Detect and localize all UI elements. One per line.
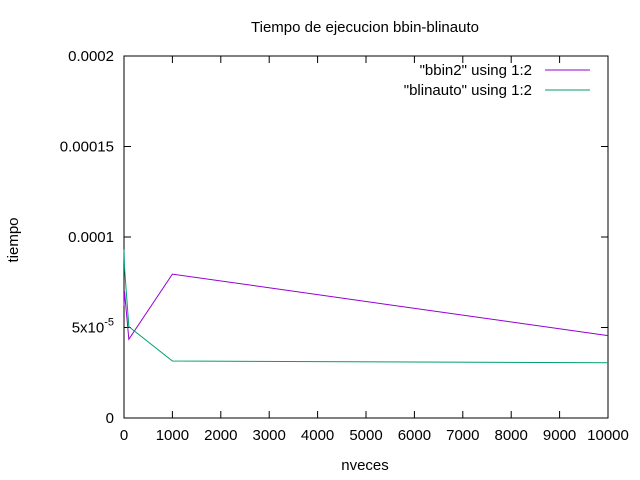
y-tick-label: 0.0002 <box>68 48 114 65</box>
x-tick-label: 2000 <box>204 427 237 444</box>
legend-label: "bbin2" using 1:2 <box>420 62 532 79</box>
x-tick-label: 8000 <box>495 427 528 444</box>
y-tick-label: 0.0001 <box>68 229 114 246</box>
axis-ticks: 0 1000 2000 3000 4000 5000 6000 7000 8000 9000 100… <box>60 48 629 444</box>
y-axis-label: tiempo <box>5 217 22 262</box>
x-tick-label: 0 <box>120 427 128 444</box>
plot-frame <box>123 55 609 419</box>
series-line-1 <box>123 249 609 364</box>
series-line-0 <box>123 273 609 341</box>
y-tick-label: 5x10-5 <box>72 317 114 337</box>
x-tick-label: 3000 <box>253 427 286 444</box>
x-tick-label: 5000 <box>349 427 382 444</box>
x-tick-label: 10000 <box>587 427 629 444</box>
y-tick-label: 0.00015 <box>60 139 114 156</box>
legend-label: "blinauto" using 1:2 <box>404 82 532 99</box>
y-tick-label: 0 <box>106 410 114 427</box>
x-tick-label: 1000 <box>156 427 189 444</box>
series-lines <box>123 249 609 364</box>
x-axis-label: nveces <box>341 457 389 474</box>
x-tick-label: 4000 <box>301 427 334 444</box>
y-tick-exponent: -5 <box>104 317 114 329</box>
legend: "bbin2" using 1:2 "blinauto" using 1:2 <box>404 62 590 99</box>
chart-title: Tiempo de ejecucion bbin-blinauto <box>251 19 479 36</box>
x-tick-label: 7000 <box>446 427 479 444</box>
x-tick-label: 9000 <box>543 427 576 444</box>
x-tick-label: 6000 <box>398 427 431 444</box>
